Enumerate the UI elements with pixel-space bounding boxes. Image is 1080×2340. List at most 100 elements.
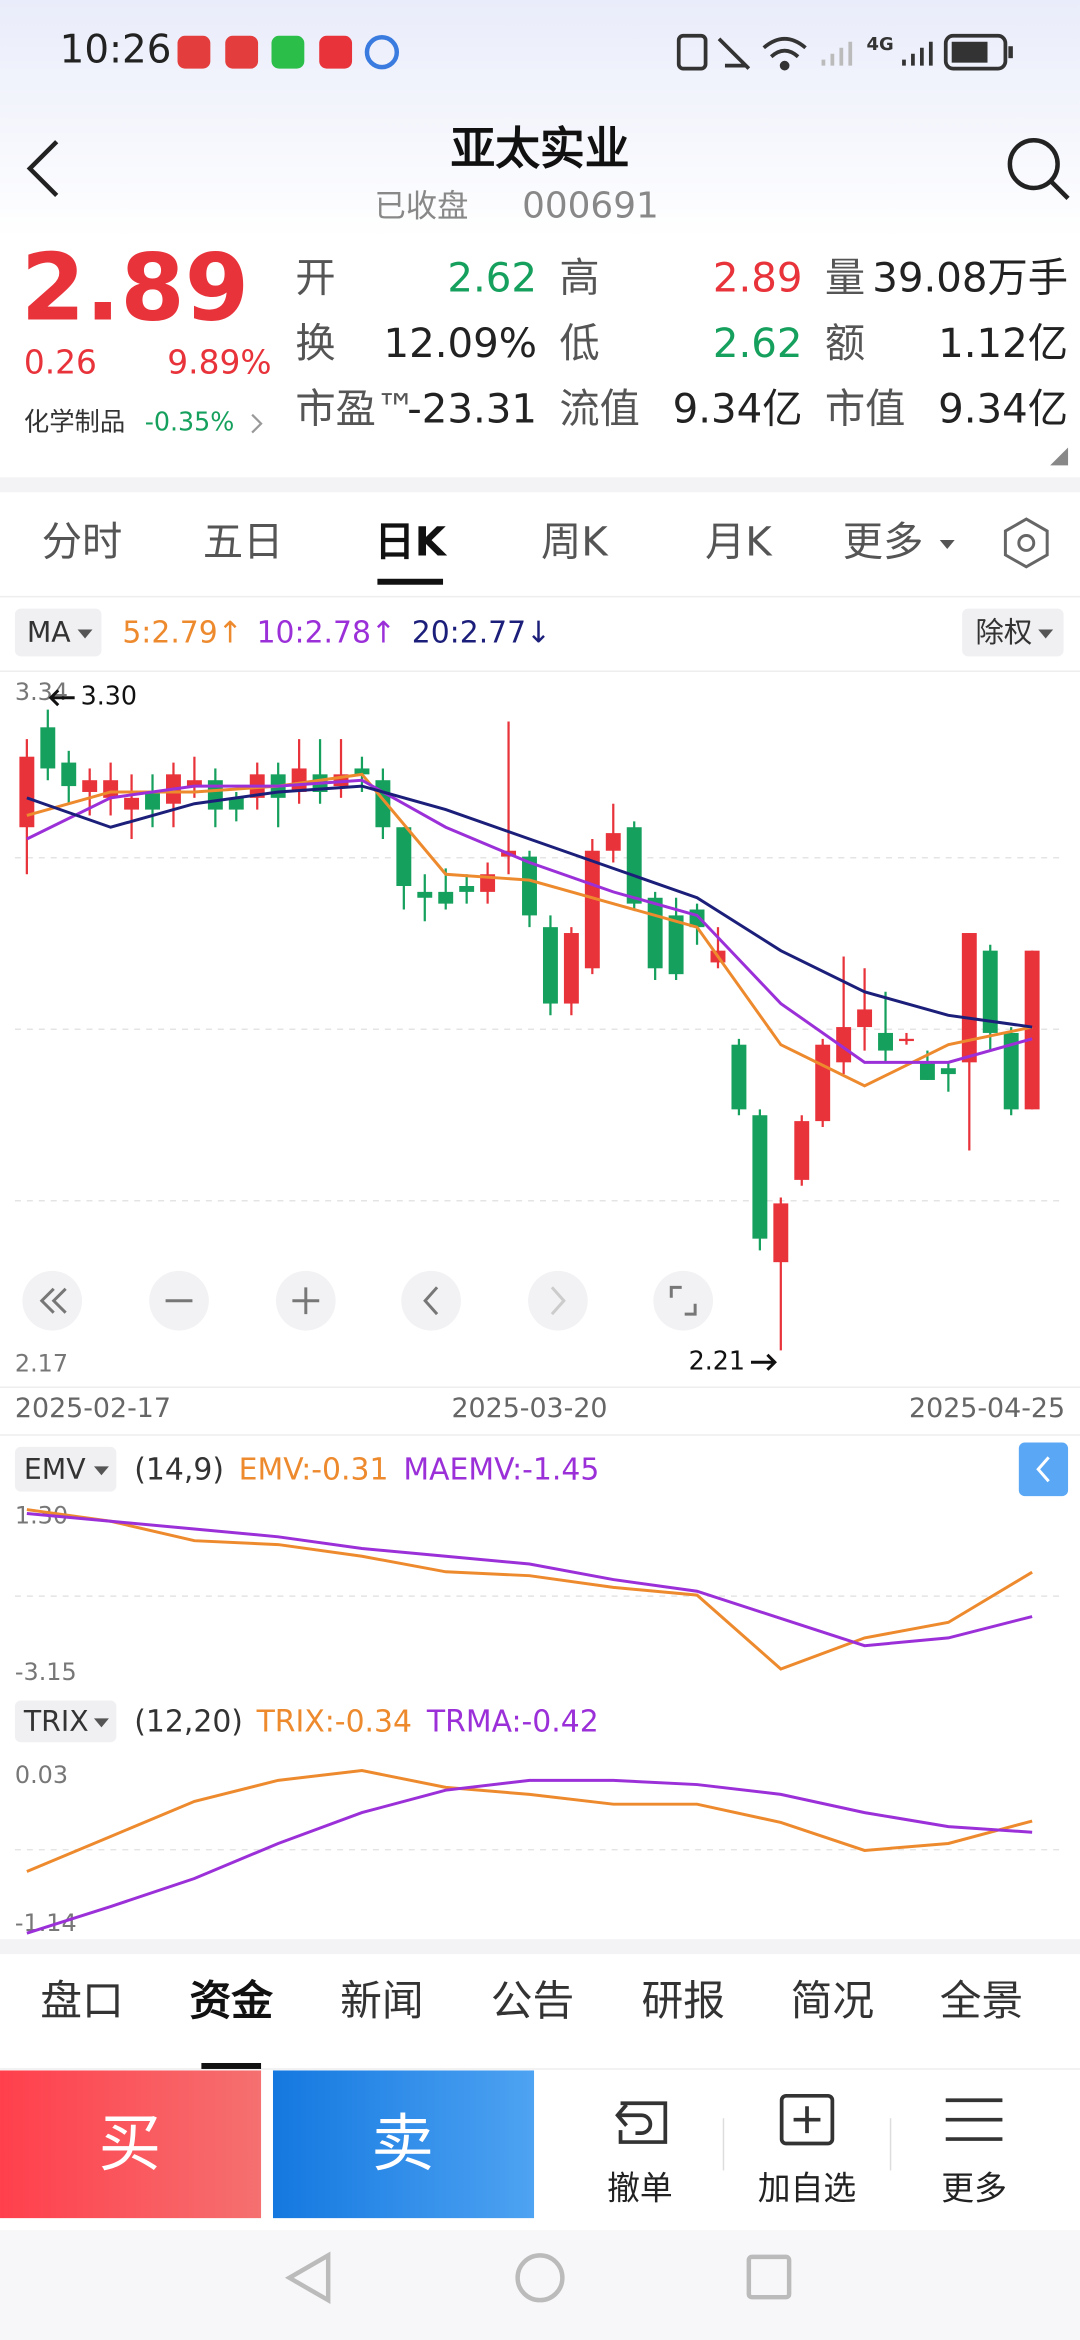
stock-code: 000691 <box>522 185 659 226</box>
period-tab[interactable]: 五日 <box>203 519 284 565</box>
bottom-tab[interactable]: 盘口 <box>40 1976 123 2025</box>
expand-corner[interactable] <box>1050 447 1069 466</box>
ma-legend-item: 5:2.79↑ <box>122 615 242 650</box>
candle-body <box>961 933 977 1063</box>
bottom-tab[interactable]: 简况 <box>791 1976 875 2025</box>
y-tick-label: -3.15 <box>15 1658 77 1686</box>
dropdown-caret <box>93 1466 109 1476</box>
period-tab[interactable]: 周K <box>541 519 609 565</box>
candle-body <box>605 833 621 851</box>
action-icons[interactable] <box>615 2093 1003 2146</box>
indicator-line <box>26 1778 1033 1935</box>
candle-body <box>186 780 202 787</box>
candle-body <box>899 1038 914 1042</box>
period-tab[interactable]: 日K <box>374 519 447 565</box>
ma-legend-item: 20:2.77↓ <box>412 615 551 650</box>
candle-body <box>542 927 558 1004</box>
bottom-tab[interactable]: 公告 <box>491 1976 574 2025</box>
adjust-selector[interactable] <box>962 608 1064 657</box>
bottom-tab[interactable]: 全景 <box>940 1976 1024 2025</box>
price-change-pct: 9.89% <box>167 343 271 381</box>
sell-label[interactable]: 卖 <box>371 2107 434 2180</box>
candle-body <box>291 768 307 792</box>
indicator-name[interactable]: EMV <box>24 1453 86 1486</box>
bottom-tab[interactable]: 资金 <box>189 1976 273 2025</box>
candle-body <box>145 791 160 810</box>
chart-controls[interactable] <box>22 1270 714 1331</box>
indicator-line <box>26 1508 1033 1671</box>
indicator-selector[interactable] <box>14 1446 117 1492</box>
candle-body <box>940 1068 956 1075</box>
action-label[interactable]: 更多 <box>941 2169 1007 2207</box>
action-label[interactable]: 撤单 <box>607 2169 673 2207</box>
candle-body <box>752 1115 768 1239</box>
status-network: 4G <box>867 34 894 55</box>
settings-icon[interactable] <box>1003 517 1049 569</box>
field-label: 市值 <box>825 387 906 433</box>
candle-body <box>417 891 433 898</box>
candle-body <box>522 856 537 916</box>
field-value: 12.09% <box>383 321 537 367</box>
field-value: 2.62 <box>713 321 803 367</box>
indicator-name[interactable]: TRIX <box>23 1705 89 1738</box>
period-tab[interactable]: 分时 <box>42 519 123 565</box>
adjust-label[interactable]: 除权 <box>976 616 1033 649</box>
indicator-legend: MAEMV:-1.45 <box>403 1452 599 1487</box>
candle-body <box>19 756 35 828</box>
field-label: 量 <box>825 255 865 301</box>
action-separators <box>722 2118 892 2171</box>
candle-body <box>82 780 98 792</box>
candle-body <box>61 762 77 787</box>
bottom-tab[interactable]: 新闻 <box>340 1976 424 2025</box>
indicator-params: (12,20) <box>134 1704 243 1739</box>
sector-name[interactable]: 化学制品 <box>24 407 125 437</box>
last-price: 2.89 <box>21 233 249 341</box>
ma-selector[interactable] <box>14 608 102 657</box>
x-tick-label: 2025-03-20 <box>451 1393 607 1424</box>
annotation-label: 2.21 <box>689 1345 745 1375</box>
separator <box>0 477 1080 493</box>
field-value: 2.89 <box>713 255 803 301</box>
candle-body <box>919 1062 935 1080</box>
x-tick-label: 2025-04-25 <box>909 1393 1065 1424</box>
y-tick-label: 0.03 <box>15 1761 68 1789</box>
ma-selector-label[interactable]: MA <box>27 616 71 649</box>
field-value: 9.34亿 <box>938 387 1068 433</box>
candle-body <box>40 727 56 769</box>
x-tick-label: 2025-02-17 <box>15 1393 171 1424</box>
search-button[interactable] <box>1007 137 1070 200</box>
candle-body <box>354 768 370 775</box>
indicator-selector[interactable] <box>14 1700 117 1743</box>
period-tab[interactable]: 月K <box>705 519 773 565</box>
action-label[interactable]: 加自选 <box>758 2169 856 2207</box>
buy-button[interactable] <box>0 2070 262 2219</box>
period-tab[interactable]: 更多 <box>843 519 924 565</box>
status-time: 10:26 <box>60 28 172 73</box>
field-label: 换 <box>295 321 335 367</box>
collapse-button[interactable] <box>1018 1442 1069 1497</box>
sector-arrow[interactable] <box>251 413 263 434</box>
navigation-bar <box>0 2230 1080 2340</box>
indicator-line <box>26 778 1033 1064</box>
ma-legend-item: 10:2.78↑ <box>257 615 396 650</box>
navigation-buttons[interactable] <box>284 2251 792 2305</box>
indicator-legend: TRMA:-0.42 <box>426 1704 599 1739</box>
y-tick-label: 3.34 <box>15 678 68 706</box>
candle-body <box>878 1032 893 1051</box>
back-button[interactable] <box>26 140 59 197</box>
candle-body <box>396 827 412 887</box>
collapse-icon <box>1036 1456 1050 1483</box>
bottom-tab[interactable]: 研报 <box>641 1976 725 2025</box>
sell-button[interactable] <box>272 2070 535 2219</box>
indicator-line <box>26 772 1033 1088</box>
candle-body <box>982 950 998 1033</box>
candle-body <box>228 797 244 810</box>
buy-label[interactable]: 买 <box>98 2107 161 2180</box>
indicator-line <box>26 1769 1033 1873</box>
candle-body <box>773 1203 789 1263</box>
field-label: 低 <box>559 321 599 367</box>
field-value: 2.62 <box>447 255 537 301</box>
dropdown-caret <box>1038 629 1054 639</box>
field-label: 开 <box>295 255 335 301</box>
